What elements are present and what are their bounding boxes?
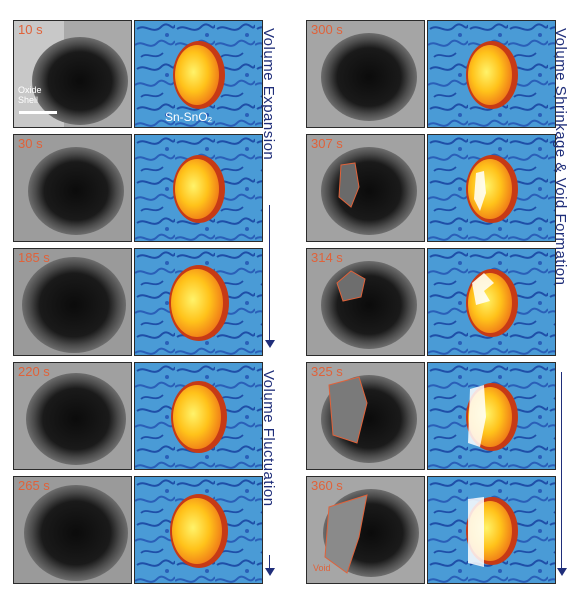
tem-image: 220 s bbox=[13, 362, 132, 470]
tem-image: 265 s bbox=[13, 476, 132, 584]
tem-image: 10 s Oxide Shell bbox=[13, 20, 132, 128]
expansion-arrow-line bbox=[269, 205, 270, 343]
fluctuation-arrow-line bbox=[269, 555, 270, 571]
shrinkage-arrow-line bbox=[561, 372, 562, 570]
tem-image: 300 s bbox=[306, 20, 425, 128]
panel-220s: 220 s bbox=[13, 362, 263, 470]
panel-265s: 265 s bbox=[13, 476, 263, 584]
schematic bbox=[427, 248, 556, 356]
timestamp: 30 s bbox=[18, 136, 43, 151]
schematic bbox=[134, 134, 263, 242]
timestamp: 307 s bbox=[311, 136, 343, 151]
expansion-arrow-head bbox=[265, 340, 275, 348]
tem-image: 30 s bbox=[13, 134, 132, 242]
panel-360s: 360 s Void bbox=[306, 476, 556, 584]
panel-30s: 30 s bbox=[13, 134, 263, 242]
schematic bbox=[427, 476, 556, 584]
tem-image: 185 s bbox=[13, 248, 132, 356]
void-label: Void bbox=[313, 563, 331, 573]
volume-fluctuation-label: Volume Fluctuation bbox=[260, 370, 277, 507]
oxide-shell-label: Oxide Shell bbox=[18, 85, 42, 105]
schematic bbox=[134, 362, 263, 470]
schematic bbox=[427, 20, 556, 128]
panel-314s: 314 s bbox=[306, 248, 556, 356]
timestamp: 300 s bbox=[311, 22, 343, 37]
panel-325s: 325 s bbox=[306, 362, 556, 470]
timestamp: 220 s bbox=[18, 364, 50, 379]
schematic bbox=[427, 362, 556, 470]
timestamp: 314 s bbox=[311, 250, 343, 265]
panel-300s: 300 s bbox=[306, 20, 556, 128]
tem-image: 307 s bbox=[306, 134, 425, 242]
shrinkage-arrow-head bbox=[557, 568, 567, 576]
tem-image: 360 s Void bbox=[306, 476, 425, 584]
panel-10s: 10 s Oxide Shell Sn-SnO₂ bbox=[13, 20, 263, 128]
schematic bbox=[134, 248, 263, 356]
volume-shrinkage-label: Volume Shrinkage & Void Formation bbox=[552, 28, 569, 286]
timestamp: 265 s bbox=[18, 478, 50, 493]
timestamp: 360 s bbox=[311, 478, 343, 493]
schematic: Sn-SnO₂ bbox=[134, 20, 263, 128]
tem-image: 314 s bbox=[306, 248, 425, 356]
schematic bbox=[134, 476, 263, 584]
timestamp: 10 s bbox=[18, 22, 43, 37]
tem-image: 325 s bbox=[306, 362, 425, 470]
scale-bar bbox=[19, 111, 57, 114]
timestamp: 325 s bbox=[311, 364, 343, 379]
timestamp: 185 s bbox=[18, 250, 50, 265]
schematic bbox=[427, 134, 556, 242]
panel-307s: 307 s bbox=[306, 134, 556, 242]
volume-expansion-label: Volume Expansion bbox=[260, 28, 277, 161]
panel-185s: 185 s bbox=[13, 248, 263, 356]
sn-sno2-label: Sn-SnO₂ bbox=[165, 110, 213, 124]
fluctuation-arrow-head bbox=[265, 568, 275, 576]
